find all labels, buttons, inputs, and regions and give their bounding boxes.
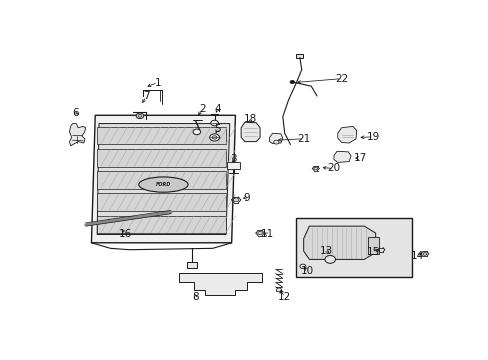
Polygon shape: [337, 126, 356, 143]
Text: 18: 18: [244, 114, 257, 124]
Text: 21: 21: [296, 134, 310, 144]
Circle shape: [233, 198, 238, 202]
Text: 16: 16: [119, 229, 132, 239]
Circle shape: [212, 136, 217, 139]
Text: 8: 8: [192, 292, 199, 302]
Circle shape: [422, 252, 426, 255]
Polygon shape: [69, 123, 85, 146]
Text: 14: 14: [410, 251, 423, 261]
Text: 9: 9: [243, 193, 250, 203]
Circle shape: [193, 129, 200, 135]
Polygon shape: [97, 193, 225, 211]
Polygon shape: [97, 127, 225, 144]
Polygon shape: [97, 171, 225, 189]
Text: 2: 2: [199, 104, 205, 114]
Text: 20: 20: [327, 163, 340, 174]
Polygon shape: [97, 216, 225, 233]
Circle shape: [136, 113, 143, 118]
Text: 17: 17: [353, 153, 366, 163]
Polygon shape: [269, 133, 282, 144]
Circle shape: [257, 231, 262, 235]
Text: 15: 15: [366, 247, 379, 257]
Text: 5: 5: [214, 124, 221, 134]
Text: 19: 19: [366, 132, 380, 142]
Polygon shape: [333, 151, 350, 162]
Ellipse shape: [139, 177, 188, 192]
Circle shape: [276, 288, 281, 292]
Circle shape: [138, 114, 142, 117]
Circle shape: [324, 256, 335, 263]
Polygon shape: [91, 115, 235, 243]
Bar: [367, 237, 378, 254]
Circle shape: [273, 140, 279, 144]
Bar: [186, 262, 196, 268]
Bar: [226, 162, 240, 169]
Polygon shape: [178, 273, 262, 296]
Circle shape: [289, 80, 294, 84]
Circle shape: [209, 134, 219, 141]
Text: 4: 4: [214, 104, 221, 114]
Bar: [296, 218, 411, 278]
Polygon shape: [303, 226, 375, 260]
Text: 10: 10: [300, 266, 313, 276]
Bar: [296, 54, 302, 58]
Text: 3: 3: [230, 154, 236, 164]
Text: 11: 11: [261, 229, 274, 239]
Circle shape: [313, 167, 317, 170]
Polygon shape: [97, 123, 229, 234]
Polygon shape: [241, 122, 260, 141]
Text: FORD: FORD: [156, 182, 171, 187]
Text: 6: 6: [72, 108, 79, 118]
Text: 1: 1: [154, 77, 161, 87]
Text: 12: 12: [278, 292, 291, 302]
Text: 7: 7: [143, 91, 149, 102]
Text: 22: 22: [334, 74, 347, 84]
Polygon shape: [97, 149, 225, 167]
Circle shape: [210, 120, 218, 126]
Text: 13: 13: [319, 246, 332, 256]
Circle shape: [299, 264, 305, 269]
